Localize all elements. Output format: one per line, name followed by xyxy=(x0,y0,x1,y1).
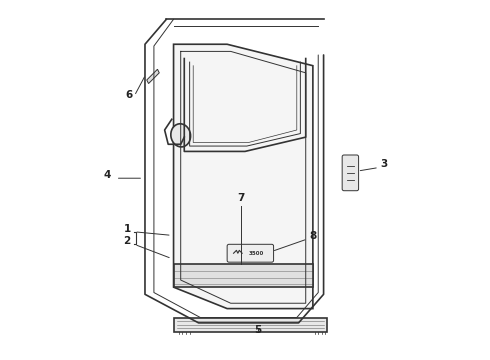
Text: 4: 4 xyxy=(104,170,111,180)
Text: 5: 5 xyxy=(254,325,261,335)
Text: 1: 1 xyxy=(123,224,131,234)
Ellipse shape xyxy=(171,124,191,147)
FancyBboxPatch shape xyxy=(342,155,359,191)
Text: 7: 7 xyxy=(238,193,245,203)
Polygon shape xyxy=(173,318,327,332)
Text: 6: 6 xyxy=(125,90,132,100)
Text: 3500: 3500 xyxy=(249,251,265,256)
Text: 2: 2 xyxy=(123,236,131,246)
Polygon shape xyxy=(147,69,159,84)
Polygon shape xyxy=(173,44,313,309)
Polygon shape xyxy=(173,264,313,287)
FancyBboxPatch shape xyxy=(227,244,273,262)
Text: 3: 3 xyxy=(381,159,388,170)
Text: 8: 8 xyxy=(309,231,317,241)
